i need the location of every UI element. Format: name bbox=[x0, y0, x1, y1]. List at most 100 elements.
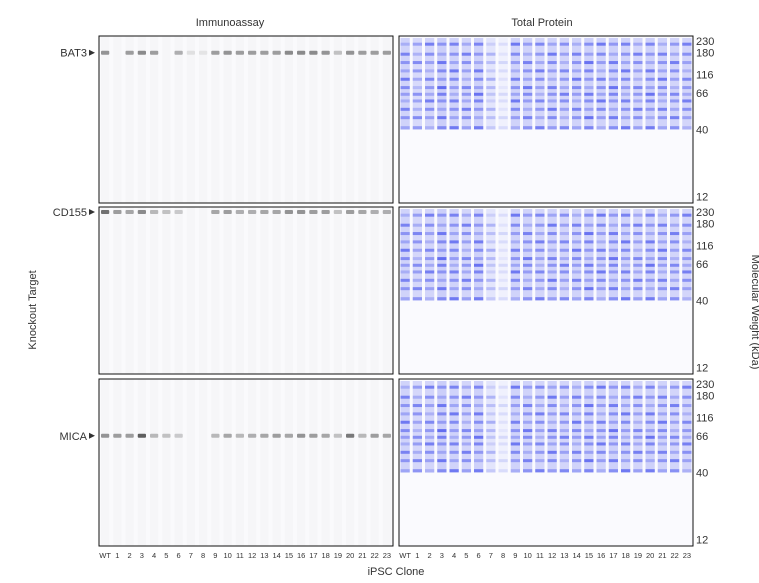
protein-band bbox=[608, 99, 618, 103]
protein-smear bbox=[608, 381, 618, 473]
protein-band bbox=[425, 435, 435, 439]
protein-band bbox=[486, 287, 496, 291]
protein-band bbox=[657, 42, 667, 46]
protein-band bbox=[572, 287, 582, 291]
protein-band bbox=[535, 77, 545, 81]
protein-band bbox=[400, 263, 410, 267]
protein-smear bbox=[449, 38, 459, 130]
protein-band bbox=[645, 270, 655, 274]
protein-band bbox=[510, 297, 520, 301]
protein-band bbox=[425, 126, 435, 130]
protein-band bbox=[633, 385, 643, 389]
protein-band bbox=[596, 92, 606, 96]
protein-band bbox=[474, 61, 484, 65]
protein-band bbox=[633, 86, 643, 90]
lane-shade bbox=[260, 36, 269, 203]
protein-band bbox=[486, 270, 496, 274]
protein-band bbox=[474, 435, 484, 439]
immunoassay-band bbox=[186, 50, 195, 55]
protein-band bbox=[596, 107, 606, 111]
protein-band bbox=[523, 107, 533, 111]
protein-band bbox=[645, 412, 655, 416]
protein-band bbox=[498, 404, 508, 408]
lane-shade bbox=[137, 36, 146, 203]
protein-band bbox=[412, 429, 422, 433]
protein-band bbox=[510, 385, 520, 389]
protein-band bbox=[461, 442, 471, 446]
mw-label: 40 bbox=[696, 468, 708, 480]
protein-band bbox=[535, 297, 545, 301]
immunoassay-band bbox=[309, 210, 318, 215]
immunoassay-band bbox=[321, 50, 330, 55]
protein-band bbox=[510, 126, 520, 130]
protein-band bbox=[437, 77, 447, 81]
protein-smear bbox=[596, 209, 606, 301]
protein-band bbox=[498, 420, 508, 424]
protein-band bbox=[645, 77, 655, 81]
protein-band bbox=[670, 385, 680, 389]
protein-band bbox=[425, 395, 435, 399]
header-total-protein: Total Protein bbox=[511, 17, 572, 29]
protein-band bbox=[682, 69, 692, 73]
protein-band bbox=[400, 404, 410, 408]
target-label: BAT3 bbox=[60, 48, 87, 60]
protein-band bbox=[474, 429, 484, 433]
protein-band bbox=[461, 42, 471, 46]
immunoassay-band bbox=[150, 50, 159, 55]
protein-band bbox=[621, 69, 631, 73]
immunoassay-band bbox=[125, 50, 134, 55]
protein-smear bbox=[657, 381, 667, 473]
lane-shade bbox=[186, 36, 195, 203]
protein-band bbox=[608, 213, 618, 217]
lane-label: 7 bbox=[189, 551, 193, 560]
protein-band bbox=[498, 459, 508, 463]
lane-shade bbox=[260, 379, 269, 546]
protein-band bbox=[608, 52, 618, 56]
protein-band bbox=[498, 287, 508, 291]
protein-band bbox=[547, 116, 557, 120]
lane-shade bbox=[101, 36, 110, 203]
protein-band bbox=[633, 116, 643, 120]
protein-band bbox=[608, 223, 618, 227]
lane-shade bbox=[186, 207, 195, 374]
protein-smear bbox=[572, 381, 582, 473]
protein-band bbox=[657, 240, 667, 244]
protein-band bbox=[559, 429, 569, 433]
protein-band bbox=[645, 223, 655, 227]
protein-band bbox=[425, 287, 435, 291]
protein-band bbox=[645, 126, 655, 130]
protein-smear bbox=[437, 381, 447, 473]
protein-band bbox=[682, 412, 692, 416]
protein-band bbox=[535, 287, 545, 291]
protein-band bbox=[572, 240, 582, 244]
protein-band bbox=[621, 248, 631, 252]
protein-band bbox=[474, 240, 484, 244]
protein-band bbox=[449, 61, 459, 65]
protein-band bbox=[425, 92, 435, 96]
protein-band bbox=[596, 442, 606, 446]
protein-band bbox=[474, 395, 484, 399]
protein-band bbox=[498, 223, 508, 227]
protein-band bbox=[621, 297, 631, 301]
protein-band bbox=[461, 69, 471, 73]
protein-band bbox=[535, 469, 545, 473]
total-protein-frame bbox=[398, 206, 694, 375]
protein-band bbox=[498, 107, 508, 111]
lane-label: 19 bbox=[334, 551, 342, 560]
protein-smear bbox=[559, 209, 569, 301]
protein-band bbox=[547, 61, 557, 65]
protein-band bbox=[474, 420, 484, 424]
protein-band bbox=[621, 232, 631, 236]
protein-band bbox=[572, 420, 582, 424]
protein-band bbox=[584, 297, 594, 301]
protein-band bbox=[572, 435, 582, 439]
protein-band bbox=[621, 404, 631, 408]
protein-band bbox=[584, 107, 594, 111]
protein-band bbox=[633, 61, 643, 65]
lane-shade bbox=[321, 36, 330, 203]
protein-smear bbox=[621, 209, 631, 301]
lane-label: 2 bbox=[428, 551, 432, 560]
protein-band bbox=[486, 42, 496, 46]
protein-band bbox=[474, 450, 484, 454]
protein-band bbox=[449, 278, 459, 282]
